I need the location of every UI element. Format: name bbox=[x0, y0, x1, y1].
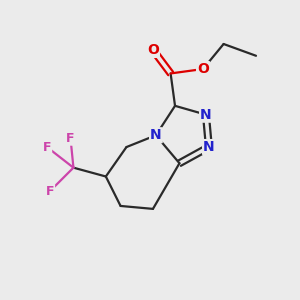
Text: N: N bbox=[200, 108, 212, 122]
Text: F: F bbox=[46, 185, 54, 198]
Text: N: N bbox=[203, 140, 215, 154]
Text: O: O bbox=[147, 43, 159, 57]
Text: F: F bbox=[66, 132, 75, 145]
Text: O: O bbox=[197, 62, 209, 76]
Text: F: F bbox=[43, 141, 51, 154]
Text: N: N bbox=[150, 128, 162, 142]
